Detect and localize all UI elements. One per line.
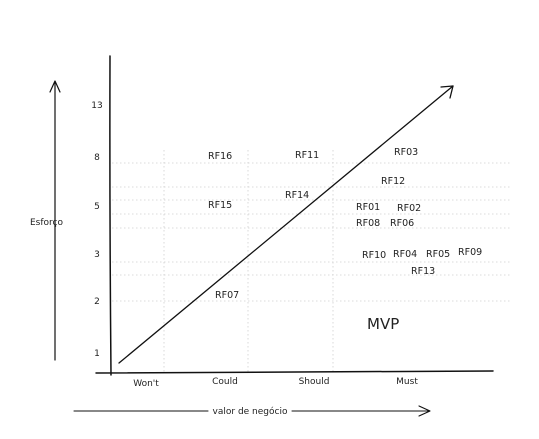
x-category-label: Could [212, 377, 238, 387]
requirement-label: RF03 [394, 147, 418, 158]
x-axis-line [95, 370, 494, 374]
requirement-label: RF11 [295, 150, 319, 161]
y-axis-label: Esforço [30, 218, 64, 228]
requirement-label: RF02 [397, 203, 421, 214]
x-axis-label: valor de negócio [213, 406, 288, 417]
y-ticks: 1 2 3 5 8 13 [91, 101, 102, 359]
requirement-label: RF12 [381, 176, 405, 187]
requirement-label: RF15 [208, 200, 232, 211]
grid-lines [112, 150, 512, 372]
x-category-label: Won't [133, 379, 159, 389]
requirement-label: RF09 [458, 247, 482, 258]
requirement-label: RF14 [285, 190, 309, 201]
value-arrow-head-icon [418, 405, 431, 417]
requirement-label: RF01 [356, 202, 380, 213]
requirements: RF16 RF11 RF03 RF12 RF14 RF15 RF01 RF02 … [208, 147, 482, 301]
requirement-label: RF13 [411, 266, 435, 277]
y-tick-label: 5 [94, 202, 100, 212]
y-tick-label: 8 [94, 153, 100, 163]
effort-arrow-head-icon [49, 80, 61, 93]
requirement-label: RF08 [356, 218, 380, 229]
requirement-label: RF10 [362, 250, 386, 261]
diagonal-arrow-head-icon [440, 85, 454, 99]
x-categories: Won't Could Should Must [133, 377, 418, 389]
requirement-label: RF07 [215, 290, 239, 301]
diagonal-trend-arrow [118, 85, 454, 364]
requirement-label: RF04 [393, 249, 417, 260]
mvp-zone-label: MVP [367, 315, 399, 333]
y-tick-label: 2 [94, 297, 100, 307]
y-axis-line [109, 55, 112, 376]
y-tick-label: 13 [91, 101, 102, 111]
requirement-label: RF05 [426, 249, 450, 260]
x-category-label: Must [396, 377, 418, 387]
x-category-label: Should [299, 377, 330, 387]
y-tick-label: 3 [94, 250, 100, 260]
requirement-label: RF06 [390, 218, 414, 229]
requirement-label: RF16 [208, 151, 232, 162]
y-tick-label: 1 [94, 349, 100, 359]
